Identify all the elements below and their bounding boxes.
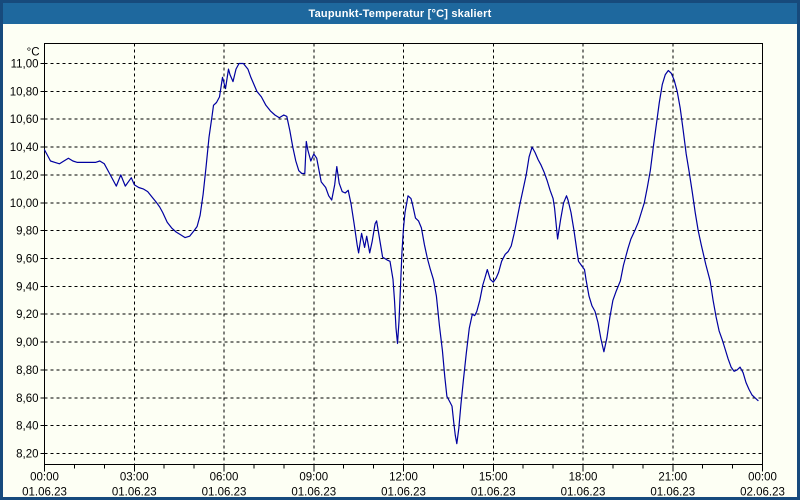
x-tick-time-label: 18:00 <box>569 472 598 484</box>
x-tick-date-label: 01.06.23 <box>471 487 516 498</box>
y-tick-label: 9,60 <box>16 254 38 266</box>
y-tick-label: 9,40 <box>16 281 38 293</box>
y-tick-label: 10,80 <box>10 86 39 98</box>
y-tick-label: 9,20 <box>16 309 38 321</box>
y-tick-label: 8,60 <box>16 393 38 405</box>
y-tick-label: 10,00 <box>10 198 39 210</box>
chart-svg: 11,00 10,80 10,60 10,40 10,20 10,00 9,80 9,60 9,… <box>10 43 785 498</box>
x-tick-date-label: 01.06.23 <box>291 487 336 498</box>
y-tick-label: 8,20 <box>16 449 38 461</box>
x-tick-time-label: 03:00 <box>120 472 149 484</box>
x-tick-time-label: 00:00 <box>748 472 777 484</box>
chart-title: Taupunkt-Temperatur [°C] skaliert <box>308 7 492 20</box>
x-tick-time-label: 09:00 <box>299 472 328 484</box>
title-bar: Taupunkt-Temperatur [°C] skaliert <box>3 3 797 24</box>
y-tick-label: 10,40 <box>10 142 39 154</box>
y-tick-label: 10,60 <box>10 114 39 126</box>
temperature-line <box>43 62 759 445</box>
plot-border <box>44 43 763 465</box>
y-tick-label: 9,00 <box>16 337 38 349</box>
x-tick-date-label: 01.06.23 <box>112 487 157 498</box>
x-tick-time-label: 21:00 <box>658 472 687 484</box>
x-tick-date-label: 01.06.23 <box>561 487 606 498</box>
y-tick-label: 8,40 <box>16 421 38 433</box>
x-tick-date-label: 01.06.23 <box>650 487 695 498</box>
x-tick-time-label: 15:00 <box>479 472 508 484</box>
y-tick-label: 8,80 <box>16 365 38 377</box>
y-tick-label: 9,80 <box>16 226 38 238</box>
y-axis-unit-label: °C <box>27 47 40 59</box>
x-tick-date-label: 01.06.23 <box>202 487 247 498</box>
x-tick-time-label: 12:00 <box>389 472 418 484</box>
x-tick-time-label: 00:00 <box>30 472 59 484</box>
chart-area: 11,00 10,80 10,60 10,40 10,20 10,00 9,80 9,60 9,… <box>3 24 797 497</box>
x-tick-time-label: 06:00 <box>210 472 239 484</box>
x-tick-date-label: 01.06.23 <box>22 487 67 498</box>
x-tick-date-label: 01.06.23 <box>381 487 426 498</box>
x-tick-date-label: 02.06.23 <box>740 487 785 498</box>
y-tick-label: 10,20 <box>10 170 39 182</box>
y-tick-label: 11,00 <box>11 59 39 71</box>
